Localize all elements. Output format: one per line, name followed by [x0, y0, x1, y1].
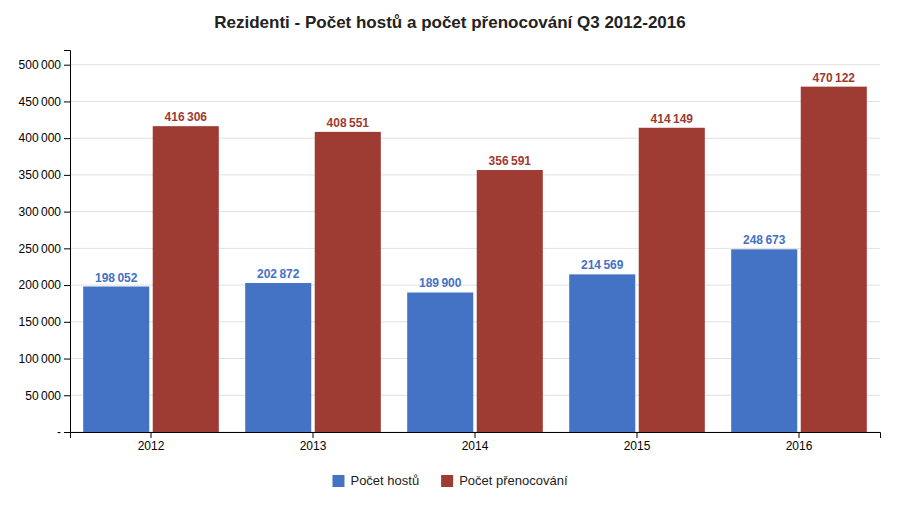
x-tick: 2013: [300, 432, 327, 453]
y-tick-mark: [64, 175, 70, 176]
bar: [639, 128, 705, 432]
y-tick-label: 50 000: [25, 389, 61, 403]
bar: [407, 292, 473, 432]
x-tick-mark: [313, 432, 314, 438]
x-tick-label: 2015: [624, 439, 651, 453]
grid: [70, 65, 880, 432]
bar: [83, 287, 149, 432]
y-tick: 100 000: [19, 352, 70, 366]
y-axis-line: [64, 51, 71, 433]
y-tick: 300 000: [19, 205, 70, 219]
x-tick-mark: [637, 432, 638, 438]
bar: [731, 249, 797, 432]
bars: [83, 87, 867, 432]
y-tick-mark: [64, 359, 70, 360]
grid-line: [70, 101, 880, 102]
x-tick: 2015: [624, 432, 651, 453]
legend-label: Počet hostů: [350, 473, 419, 488]
y-tick-mark: [64, 65, 70, 66]
y-tick-label: 450 000: [19, 95, 62, 109]
bar: [477, 170, 543, 432]
y-tick-mark: [64, 285, 70, 286]
bar: [801, 87, 867, 432]
legend-swatch: [332, 475, 344, 487]
x-tick-label: 2014: [462, 439, 489, 453]
bar: [245, 283, 311, 432]
y-tick-label: 200 000: [19, 278, 62, 292]
data-label: 470 122: [813, 71, 856, 85]
x-tick: 2014: [462, 432, 489, 453]
x-tick-label: 2013: [300, 439, 327, 453]
y-tick-mark: [64, 138, 70, 139]
y-tick: 50 000: [25, 389, 70, 403]
data-label: 198 052: [95, 271, 138, 285]
data-label: 202 872: [257, 267, 300, 281]
data-label: 248 673: [743, 233, 786, 247]
y-tick-label: -: [57, 425, 61, 439]
y-tick: 250 000: [19, 242, 70, 256]
data-label: 416 306: [165, 110, 208, 124]
x-tick: 2016: [786, 432, 813, 453]
y-tick-mark: [64, 212, 70, 213]
legend-label: Počet přenocování: [459, 473, 568, 488]
x-tick-mark: [151, 432, 152, 438]
x-axis: 2012 2013 2014 2015 2016: [71, 432, 881, 453]
x-tick-label: 2012: [138, 439, 165, 453]
y-tick-label: 300 000: [19, 205, 62, 219]
data-label: 356 591: [489, 154, 532, 168]
data-label: 189 900: [419, 276, 462, 290]
y-tick: 500 000: [19, 58, 70, 72]
y-tick: 400 000: [19, 131, 70, 145]
y-tick-mark: [64, 432, 70, 433]
bar: [569, 274, 635, 432]
y-tick-mark: [64, 248, 70, 249]
chart-svg: - 50 000 100 000 150 000 200 000 250 000 300 0…: [0, 0, 900, 507]
y-tick: 450 000: [19, 95, 70, 109]
x-tick: 2012: [138, 432, 165, 453]
y-tick: 350 000: [19, 168, 70, 182]
y-tick-label: 350 000: [19, 168, 62, 182]
data-label: 414 149: [651, 112, 694, 126]
bar: [153, 126, 219, 432]
y-tick-mark: [64, 395, 70, 396]
title: Rezidenti - Počet hostů a počet přenocov…: [214, 13, 685, 32]
legend: Počet hostů Počet přenocování: [332, 473, 567, 488]
y-tick-label: 500 000: [19, 58, 62, 72]
y-axis: - 50 000 100 000 150 000 200 000 250 000 300 0…: [19, 51, 71, 440]
bar: [315, 132, 381, 432]
grid-line: [70, 64, 880, 65]
y-tick-label: 250 000: [19, 242, 62, 256]
legend-item: Počet přenocování: [441, 473, 568, 488]
y-tick: 150 000: [19, 315, 70, 329]
y-tick-mark: [64, 322, 70, 323]
data-labels: 198 052 202 872 189 900 214 569 248 673 416 3…: [95, 71, 855, 291]
plot-area: - 50 000 100 000 150 000 200 000 250 000 300 0…: [19, 51, 881, 453]
x-tick-mark: [475, 432, 476, 438]
data-label: 214 569: [581, 258, 624, 272]
y-tick-label: 150 000: [19, 315, 62, 329]
x-tick-label: 2016: [786, 439, 813, 453]
x-tick-mark: [799, 432, 800, 438]
y-tick-label: 100 000: [19, 352, 62, 366]
x-axis-line: [71, 433, 881, 439]
y-tick-label: 400 000: [19, 131, 62, 145]
data-label: 408 551: [327, 116, 370, 130]
y-tick: 200 000: [19, 278, 70, 292]
y-tick-mark: [64, 101, 70, 102]
y-tick: -: [57, 425, 70, 439]
legend-swatch: [441, 475, 453, 487]
legend-item: Počet hostů: [332, 473, 419, 488]
